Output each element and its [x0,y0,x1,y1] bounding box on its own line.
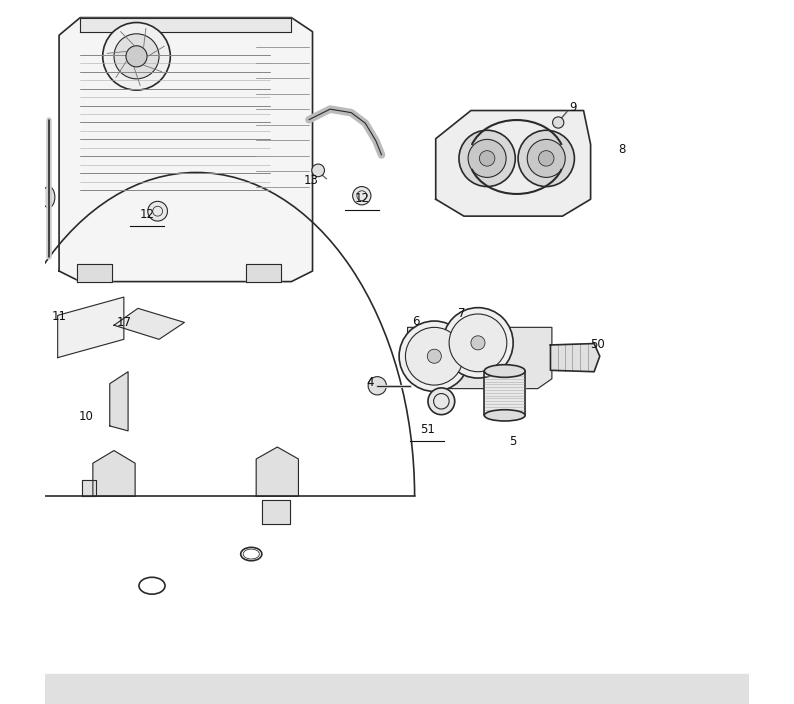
Text: 5: 5 [510,435,517,448]
Circle shape [449,314,507,372]
Polygon shape [80,18,291,32]
Text: 12: 12 [354,192,369,205]
Text: 17: 17 [117,316,131,329]
Circle shape [538,151,554,166]
Circle shape [480,151,495,166]
Circle shape [443,308,513,378]
Circle shape [148,201,168,221]
Polygon shape [93,451,135,496]
Circle shape [353,187,371,205]
Text: 6: 6 [412,315,420,327]
Text: 51: 51 [420,423,434,436]
Polygon shape [436,111,591,216]
Circle shape [312,164,325,177]
Circle shape [399,321,469,391]
Text: 10: 10 [79,410,93,423]
Text: 13: 13 [303,175,318,187]
Polygon shape [550,344,599,372]
Circle shape [126,46,147,67]
Ellipse shape [42,187,55,208]
Ellipse shape [484,410,525,421]
Polygon shape [262,500,290,524]
Polygon shape [77,264,112,282]
Circle shape [114,34,159,79]
Circle shape [102,23,170,90]
Polygon shape [59,18,313,282]
Polygon shape [256,447,299,496]
Circle shape [459,130,515,187]
Circle shape [518,130,574,187]
Circle shape [553,117,564,128]
Polygon shape [83,480,96,496]
Polygon shape [114,308,184,339]
Text: 4: 4 [367,377,374,389]
Polygon shape [407,327,552,389]
Circle shape [468,139,506,177]
Text: 9: 9 [569,101,576,113]
Circle shape [406,327,463,385]
Polygon shape [110,372,128,431]
Polygon shape [45,674,749,704]
Circle shape [527,139,565,177]
Polygon shape [484,371,525,415]
Polygon shape [245,264,281,282]
Circle shape [471,336,485,350]
Text: 7: 7 [458,308,465,320]
Text: 8: 8 [619,143,626,156]
Text: 11: 11 [52,310,67,323]
Polygon shape [58,297,124,358]
Circle shape [368,377,387,395]
Circle shape [427,349,441,363]
Text: 50: 50 [590,339,605,351]
Text: 12: 12 [140,208,155,221]
Circle shape [428,388,455,415]
Ellipse shape [484,365,525,377]
